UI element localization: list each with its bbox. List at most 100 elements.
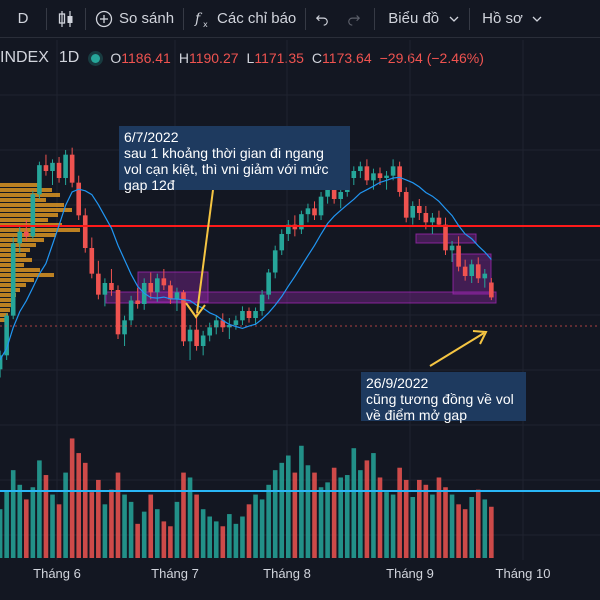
indicators-button[interactable]: f x Các chỉ báo — [184, 0, 305, 38]
volume-bar — [82, 462, 88, 558]
svg-text:x: x — [203, 20, 208, 28]
volume-bar — [449, 494, 455, 558]
price-chart[interactable] — [0, 0, 600, 562]
candle-body — [168, 285, 173, 300]
note1-line-4: gap 12đ — [124, 177, 175, 193]
chevron-down-icon — [532, 16, 542, 22]
volume-bar — [148, 494, 154, 558]
profile-label: Hồ sơ — [482, 10, 523, 27]
time-axis[interactable]: Tháng 6 Tháng 7 Tháng 8 Tháng 9 Tháng 10 — [0, 562, 600, 586]
market-status-icon — [91, 53, 101, 63]
high-value: 1190.27 — [188, 50, 239, 66]
volume-bar — [174, 501, 180, 558]
candle-body — [115, 290, 121, 335]
svg-text:f: f — [194, 11, 203, 27]
candle-body — [462, 266, 468, 276]
note2-line-1: 26/9/2022 — [366, 375, 429, 391]
x-tick-label: Tháng 7 — [151, 566, 199, 581]
symbol-name[interactable]: INDEX — [0, 49, 49, 66]
volume-bar — [30, 487, 36, 558]
candle-body — [331, 189, 337, 199]
volume-bar — [299, 445, 304, 558]
volume-bar — [331, 467, 337, 558]
volume-bar — [397, 467, 402, 558]
redo-button[interactable] — [338, 0, 370, 38]
annotation-note-2[interactable]: 26/9/2022 cũng tương đồng về vol về điểm… — [361, 372, 526, 423]
chart-type-dropdown[interactable]: Biểu đồ — [375, 0, 469, 38]
volume-bar — [233, 523, 239, 558]
note2-line-2: cũng tương đồng về vol — [366, 391, 514, 407]
candle-body — [43, 165, 49, 171]
candle-body — [364, 166, 370, 181]
volume-bar — [128, 501, 134, 558]
candle-body — [384, 175, 389, 178]
candle-body — [220, 320, 226, 328]
candle-body — [89, 248, 95, 274]
volume-bar — [410, 497, 416, 558]
interval-button[interactable]: D — [0, 0, 46, 38]
volume-bar — [0, 509, 3, 558]
candle-body — [30, 194, 36, 237]
volume-bar — [63, 472, 68, 558]
volume-bar — [403, 479, 409, 558]
x-tick-label: Tháng 10 — [495, 566, 551, 581]
candle-body — [161, 278, 167, 286]
volume-bar — [240, 516, 245, 558]
candle-body — [240, 311, 245, 321]
volume-bar — [69, 438, 75, 558]
zone-box — [105, 291, 497, 304]
volume-bar — [286, 455, 291, 558]
profile-dropdown[interactable]: Hồ sơ — [470, 0, 552, 38]
candle-body — [456, 245, 461, 267]
open-value: 1186.41 — [121, 50, 171, 66]
profile-bar — [0, 193, 60, 197]
candle-body — [207, 327, 212, 336]
volume-bar — [371, 453, 376, 558]
candle-body — [312, 208, 317, 216]
volume-bar — [168, 526, 173, 558]
note1-line-1: 6/7/2022 — [124, 129, 179, 145]
toolbar-divider — [305, 7, 307, 30]
volume-bar — [122, 494, 127, 558]
arrow-head-2 — [472, 330, 488, 345]
profile-bar — [0, 183, 40, 187]
compare-button[interactable]: So sánh — [86, 0, 183, 38]
volume-bar — [292, 472, 298, 558]
candle-body — [279, 234, 285, 251]
volume-bar — [10, 470, 16, 558]
profile-bar — [0, 278, 34, 282]
candle-body — [475, 264, 481, 279]
candle-body — [253, 311, 258, 318]
volume-bar — [213, 521, 219, 558]
annotation-note-1[interactable]: 6/7/2022 sau 1 khoảng thời gian đi ngang… — [119, 126, 350, 193]
volume-bar — [417, 479, 422, 558]
volume-bar — [135, 523, 140, 558]
volume-bar — [253, 494, 258, 558]
note1-line-3: vol cạn kiệt, thì vni giảm với mức — [124, 161, 329, 177]
candle-body — [371, 173, 376, 181]
candle-body — [417, 206, 422, 213]
candle-body — [286, 224, 291, 234]
x-tick-label: Tháng 6 — [33, 566, 81, 581]
profile-bar — [0, 228, 80, 232]
chart-type-label: Biểu đồ — [388, 10, 440, 27]
candles-icon — [58, 10, 73, 27]
candle-body — [449, 245, 455, 251]
volume-bar — [344, 475, 350, 558]
change-value: −29.64 (−2.46%) — [379, 50, 484, 66]
undo-button[interactable] — [306, 0, 338, 38]
candle-body — [37, 165, 42, 195]
candles-style-button[interactable] — [47, 0, 85, 38]
candle-body — [233, 320, 239, 325]
candle-body — [50, 162, 55, 171]
candle-body — [174, 292, 180, 300]
volume-bar — [246, 504, 252, 558]
volume-bar — [475, 489, 481, 558]
profile-bar — [0, 198, 46, 202]
volume-bar — [482, 499, 488, 558]
toolbar-divider — [85, 7, 86, 30]
profile-bar — [0, 288, 20, 292]
candle-body — [227, 325, 232, 328]
toolbar-divider — [374, 7, 376, 30]
high-label: H — [178, 50, 189, 66]
